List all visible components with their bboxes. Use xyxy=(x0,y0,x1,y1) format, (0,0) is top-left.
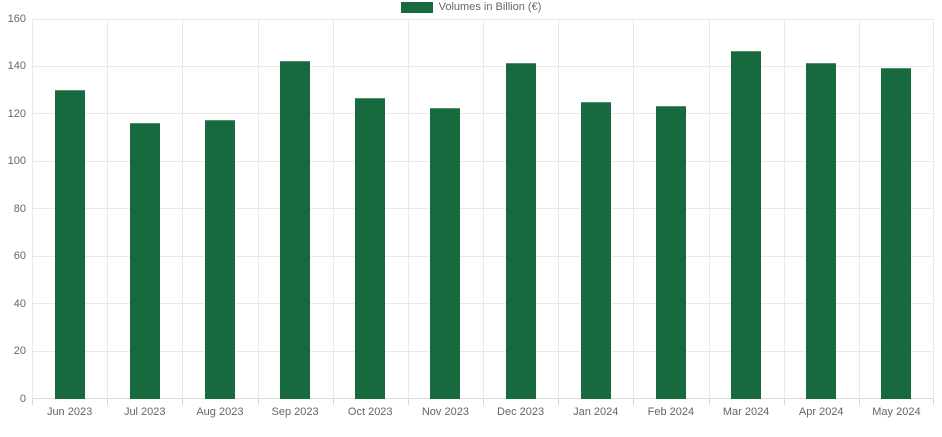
bar-may-2024[interactable] xyxy=(881,67,912,399)
bar-apr-2024[interactable] xyxy=(806,63,837,399)
gridline-vertical xyxy=(182,19,183,399)
gridline-vertical xyxy=(32,19,33,399)
bar-mar-2024[interactable] xyxy=(731,51,762,399)
x-axis-tick xyxy=(333,399,334,405)
x-tick-label: Jan 2024 xyxy=(573,406,619,418)
bar-aug-2023[interactable] xyxy=(204,120,235,399)
gridline-vertical xyxy=(633,19,634,399)
x-tick-label: Aug 2023 xyxy=(196,406,244,418)
bar-dec-2023[interactable] xyxy=(505,63,536,399)
gridline-vertical xyxy=(258,19,259,399)
bar-jan-2024[interactable] xyxy=(580,102,611,399)
x-axis-tick xyxy=(558,399,559,405)
gridline-vertical xyxy=(859,19,860,399)
gridline-vertical xyxy=(408,19,409,399)
y-tick-label: 40 xyxy=(13,297,26,310)
bar-oct-2023[interactable] xyxy=(355,97,386,399)
x-tick-label: Oct 2023 xyxy=(347,406,393,418)
x-tick-label: Sep 2023 xyxy=(271,406,319,418)
x-axis-tick xyxy=(32,399,33,405)
bar-jun-2023[interactable] xyxy=(54,90,85,399)
bar-jul-2023[interactable] xyxy=(129,122,160,399)
y-tick-label: 100 xyxy=(7,155,26,167)
x-tick-label: Mar 2024 xyxy=(722,406,770,418)
legend[interactable]: Volumes in Billion (€) xyxy=(0,1,942,14)
y-tick-label: 120 xyxy=(7,107,26,120)
y-tick-label: 160 xyxy=(7,12,26,25)
bar-sep-2023[interactable] xyxy=(280,60,311,399)
x-axis-tick xyxy=(107,399,108,405)
x-axis-tick xyxy=(784,399,785,405)
gridline-vertical xyxy=(107,19,108,399)
x-axis-tick xyxy=(859,399,860,405)
x-axis-tick xyxy=(483,399,484,405)
x-axis-tick xyxy=(633,399,634,405)
gridline-vertical xyxy=(483,19,484,399)
gridline-vertical xyxy=(709,19,710,399)
y-tick-label: 140 xyxy=(7,60,26,72)
x-axis-tick xyxy=(408,399,409,405)
x-tick-label: Jun 2023 xyxy=(46,406,93,418)
x-axis-tick xyxy=(709,399,710,405)
y-tick-label: 80 xyxy=(13,202,26,215)
gridline-vertical xyxy=(558,19,559,399)
y-tick-label: 0 xyxy=(19,392,26,405)
gridline-vertical xyxy=(784,19,785,399)
gridline-vertical xyxy=(333,19,334,399)
plot-area xyxy=(32,19,934,399)
x-tick-label: Apr 2024 xyxy=(798,406,844,418)
x-tick-label: Dec 2023 xyxy=(497,406,545,418)
bar-feb-2024[interactable] xyxy=(655,105,686,399)
x-tick-label: Feb 2024 xyxy=(647,406,695,418)
x-axis-tick xyxy=(258,399,259,405)
y-tick-label: 20 xyxy=(13,345,26,357)
bar-nov-2023[interactable] xyxy=(430,108,461,399)
x-tick-label: May 2024 xyxy=(872,406,921,418)
x-tick-label: Jul 2023 xyxy=(123,406,166,418)
gridline-vertical xyxy=(933,19,934,399)
legend-swatch-icon xyxy=(400,2,433,13)
x-axis-tick xyxy=(933,399,934,405)
x-tick-label: Nov 2023 xyxy=(421,406,469,418)
y-tick-label: 60 xyxy=(13,250,26,262)
legend-label: Volumes in Billion (€) xyxy=(438,1,542,13)
x-axis-tick xyxy=(182,399,183,405)
